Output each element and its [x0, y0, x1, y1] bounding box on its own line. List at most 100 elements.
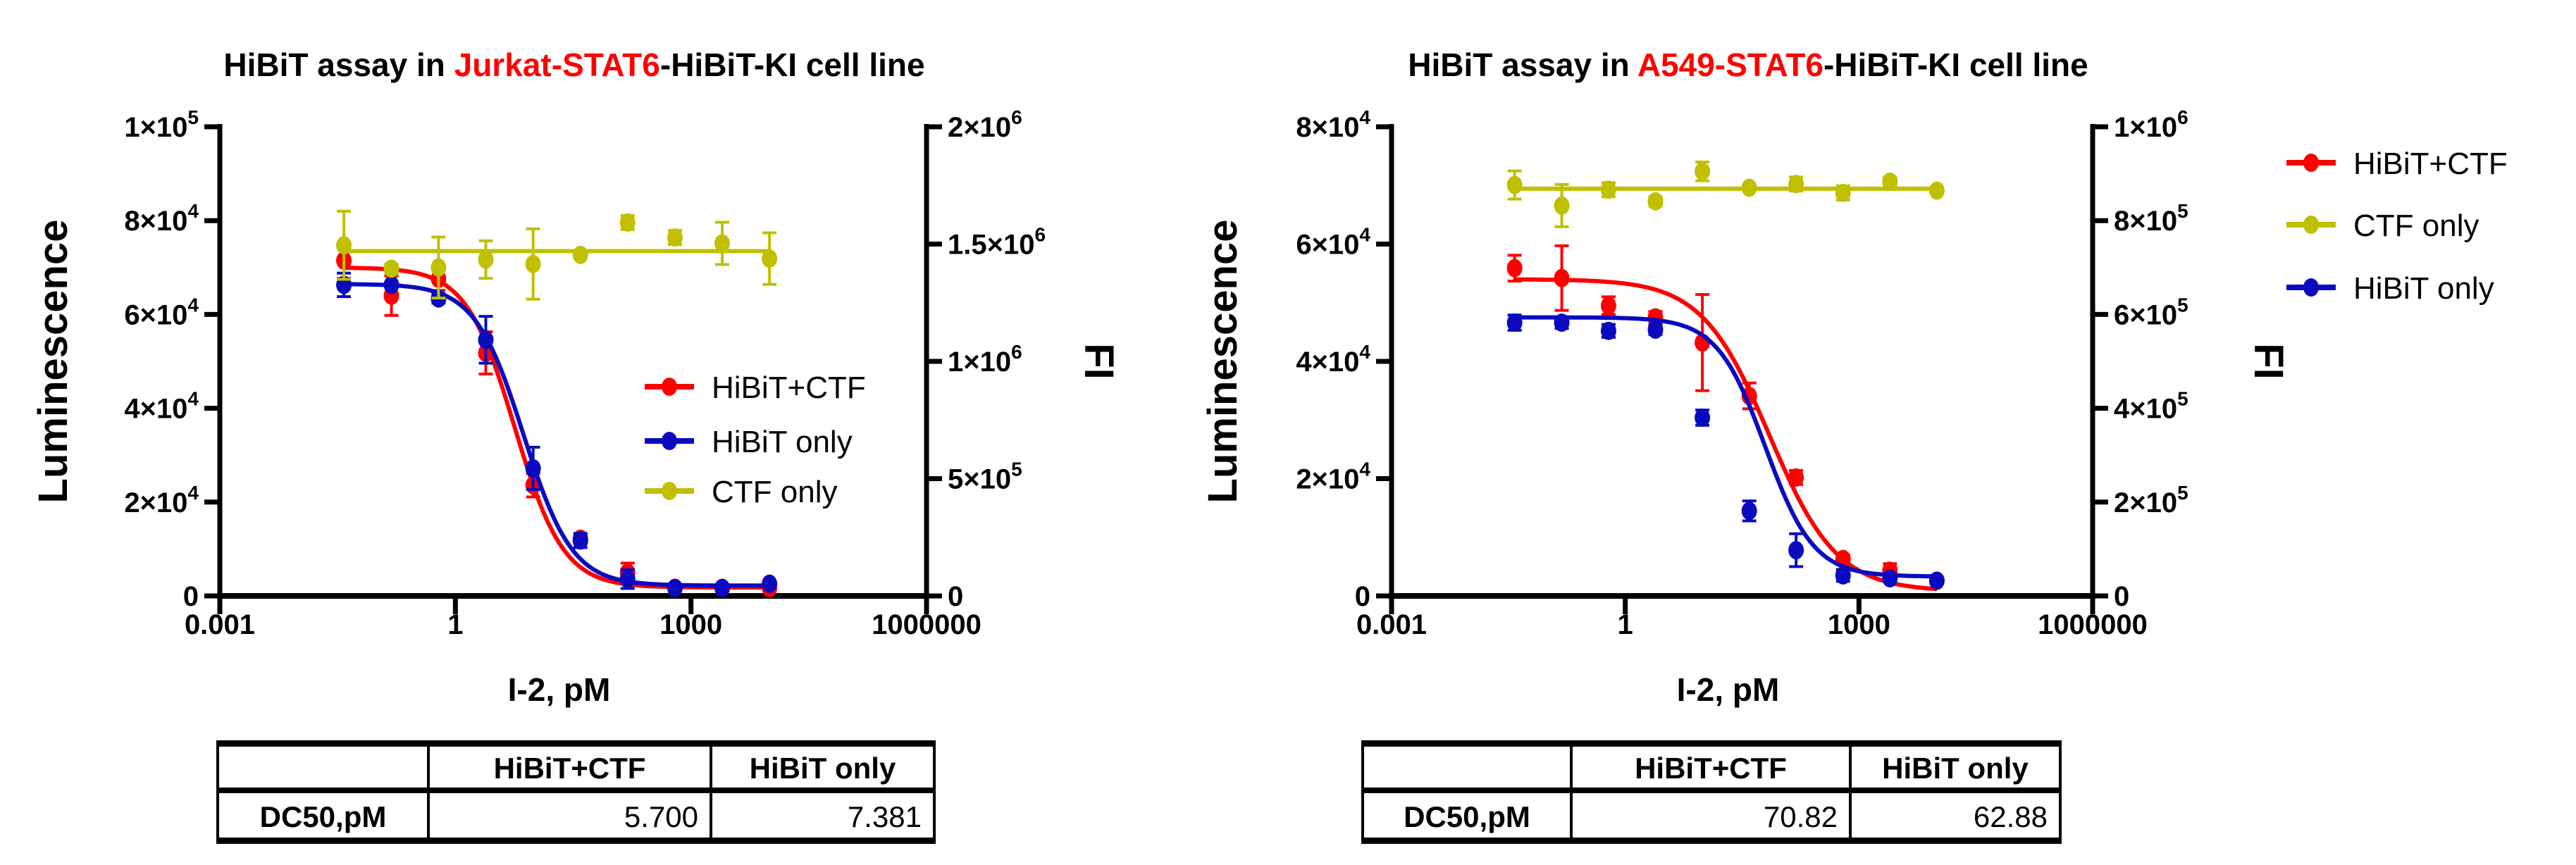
legend-item: HiBiT only [2286, 271, 2494, 306]
data-point [762, 574, 778, 593]
data-point [478, 330, 494, 349]
tick-base: 8×10 [124, 206, 187, 237]
y2-tick-label: 0 [948, 581, 963, 612]
data-point [1882, 569, 1898, 588]
data-point [1788, 541, 1804, 560]
legend-item: CTF only [2286, 209, 2479, 243]
tick-base: 0 [1355, 581, 1370, 612]
y2-tick-label: 8×105 [2114, 200, 2188, 237]
chart-panel-2: HiBiT assay in A549-STAT6-HiBiT-KI cell … [1200, 46, 2508, 844]
tick-base: 0 [183, 581, 199, 612]
tick-base: 2×10 [1296, 464, 1359, 495]
table-header: HiBiT+CTF [494, 752, 646, 785]
chart-title: HiBiT assay in Jurkat-STAT6-HiBiT-KI cel… [223, 46, 924, 83]
legend-swatch-marker [662, 482, 677, 500]
legend-item: HiBiT+CTF [645, 371, 866, 405]
tick-exponent: 4 [1359, 106, 1370, 128]
tick-base: 6×10 [2114, 299, 2177, 330]
tick-base: 2×10 [2114, 487, 2177, 518]
y2-tick-label: 6×105 [2114, 294, 2188, 330]
table-cell: 62.88 [1974, 800, 2048, 833]
legend-swatch-marker [662, 378, 677, 396]
y2-tick-label: 1×106 [948, 341, 1022, 378]
data-point [1928, 181, 1945, 200]
title-cell-line: A549-STAT6 [1637, 46, 1823, 83]
tick-base: 6×10 [1296, 230, 1359, 261]
data-point [1741, 178, 1757, 197]
x-tick-label: 0.001 [1356, 609, 1427, 640]
data-point [1695, 162, 1711, 181]
data-point [619, 213, 636, 232]
tick-base: 2×10 [124, 487, 187, 518]
data-point [478, 250, 494, 269]
tick-exponent: 5 [187, 106, 199, 128]
data-point [619, 570, 636, 589]
tick-exponent: 6 [2177, 106, 2188, 128]
data-point [714, 234, 731, 253]
data-point [1835, 183, 1851, 202]
tick-base: 1×10 [948, 347, 1011, 378]
data-point [336, 236, 352, 255]
table-cell: 5.700 [624, 800, 698, 833]
y-tick-label: 1×105 [124, 106, 199, 143]
dc50-table: HiBiT+CTF HiBiT only DC50,pM 5.700 7.381 [216, 740, 936, 844]
tick-exponent: 4 [187, 200, 199, 222]
tick-base: 1×10 [2114, 112, 2177, 143]
tick-exponent: 4 [1359, 224, 1370, 246]
data-point [1506, 313, 1523, 332]
y-tick-label: 4×104 [124, 388, 199, 425]
table-header: HiBiT only [750, 752, 896, 785]
data-point [383, 259, 400, 278]
y2-tick-label: 5×105 [948, 459, 1022, 495]
data-point [525, 254, 541, 273]
title-cell-line: Jurkat-STAT6 [454, 46, 660, 83]
data-point [1788, 175, 1804, 194]
legend-label: CTF only [712, 475, 837, 509]
table-header: HiBiT only [1882, 752, 2029, 785]
data-point [1741, 502, 1757, 521]
legend-label: CTF only [2353, 209, 2479, 243]
legend-item: HiBiT only [645, 425, 853, 459]
y2-axis-label: FI [1076, 343, 1122, 380]
tick-exponent: 6 [1034, 224, 1046, 246]
y2-tick-label: 1.5×106 [948, 224, 1046, 261]
tick-base: 4×10 [1296, 347, 1359, 378]
data-point [667, 578, 683, 597]
series-ctf-only [1506, 160, 1945, 228]
table-cell: 70.82 [1764, 800, 1838, 833]
data-point [1600, 321, 1616, 340]
legend-label: HiBiT only [712, 425, 853, 459]
legend-item: HiBiT+CTF [2286, 147, 2508, 181]
data-point [572, 531, 588, 550]
tick-base: 1×10 [124, 112, 187, 143]
data-point [572, 245, 588, 264]
legend-swatch-marker [2303, 278, 2319, 297]
legend-label: HiBiT+CTF [2353, 147, 2508, 181]
legend-swatch-marker [662, 432, 677, 450]
y-tick-label: 0 [1355, 581, 1370, 612]
tick-exponent: 5 [2177, 294, 2188, 316]
chart-title: HiBiT assay in A549-STAT6-HiBiT-KI cell … [1408, 46, 2088, 83]
tick-base: 6×10 [124, 299, 187, 330]
title-prefix: HiBiT assay in [223, 46, 454, 83]
tick-base: 0 [948, 581, 963, 612]
tick-base: 0 [2114, 581, 2129, 612]
data-point [762, 249, 778, 268]
data-point [1695, 408, 1711, 427]
x-tick-label: 1000000 [872, 609, 982, 640]
table-row-label: DC50,pM [1404, 800, 1530, 833]
x-tick-label: 1 [1618, 609, 1633, 640]
y-tick-label: 4×104 [1296, 341, 1370, 378]
tick-exponent: 5 [2177, 388, 2188, 410]
data-point [1835, 566, 1851, 585]
dc50-table: HiBiT+CTF HiBiT only DC50,pM 70.82 62.88 [1361, 740, 2062, 844]
y2-tick-label: 2×105 [2114, 482, 2188, 518]
series-ctf-only [336, 209, 778, 301]
tick-exponent: 5 [2177, 482, 2188, 504]
fit-curve [1514, 277, 1938, 592]
y2-tick-label: 0 [2114, 581, 2129, 612]
data-point [1554, 268, 1570, 287]
series-hibit-only [1506, 313, 1945, 590]
fit-curve [344, 282, 770, 588]
